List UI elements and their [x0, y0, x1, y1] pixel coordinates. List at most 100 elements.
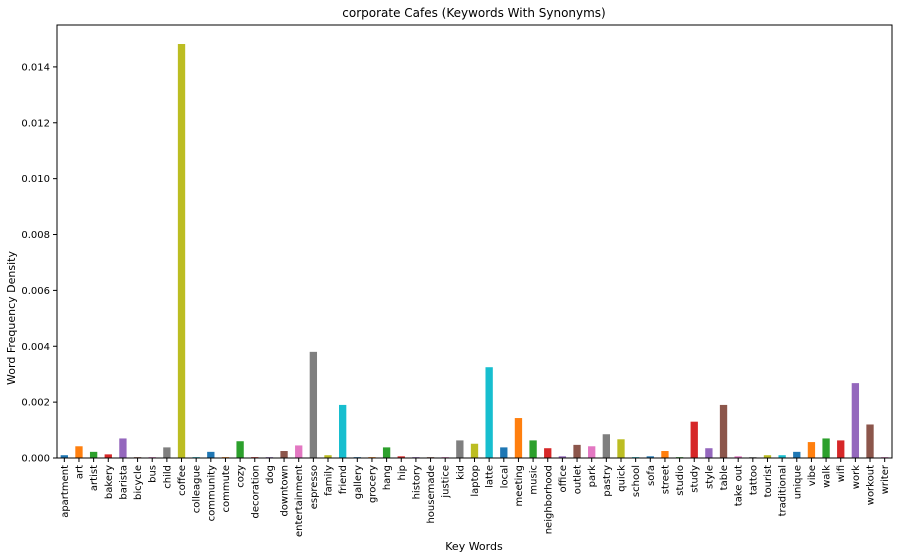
bar-hang: [382, 447, 391, 458]
y-tick-label: 0.006: [21, 286, 50, 297]
x-tick-label: cozy: [236, 465, 247, 488]
bar-espresso: [309, 351, 318, 458]
bar-walk: [822, 438, 830, 458]
x-tick-label: downtown: [280, 465, 291, 517]
x-tick-label: meeting: [514, 465, 525, 506]
bar-friend: [339, 404, 347, 458]
x-tick-label: sofa: [646, 465, 657, 486]
bar-artist: [89, 451, 98, 458]
x-tick-label: music: [529, 465, 540, 495]
x-tick-label: park: [587, 465, 598, 488]
bar-apartment: [60, 455, 68, 458]
y-axis-ticks: 0.000 0.002 0.004 0.006 0.008 0.010 0.012 0.014: [21, 62, 57, 465]
x-tick-label: bakery: [104, 465, 115, 499]
x-tick-label: apartment: [60, 465, 71, 518]
x-tick-label: writer: [880, 464, 891, 494]
x-tick-label: style: [704, 465, 715, 489]
x-tick-label: housemade: [426, 465, 437, 524]
x-tick-label: local: [499, 465, 510, 488]
x-tick-label: laptop: [470, 465, 481, 497]
bar-family: [324, 455, 332, 458]
x-tick-label: studio: [675, 465, 686, 496]
x-tick-label: decoration: [250, 465, 261, 519]
bar-kid: [456, 440, 464, 458]
bar-vibe: [807, 442, 816, 458]
x-tick-label: artist: [89, 465, 100, 491]
bar-entertainment: [295, 445, 303, 458]
x-tick-label: history: [411, 465, 422, 499]
x-tick-label: dog: [265, 465, 276, 484]
x-tick-label: neighborhood: [543, 465, 554, 534]
bar-work: [851, 383, 860, 458]
bar-park: [588, 446, 596, 458]
bar-hip: [397, 456, 405, 458]
x-tick-label: tattoo: [748, 465, 759, 495]
x-tick-label: bicycle: [133, 465, 144, 500]
x-tick-label: hip: [397, 465, 408, 480]
x-tick-label: work: [851, 465, 862, 489]
bars-group: [60, 44, 889, 458]
bar-outlet: [573, 444, 581, 458]
y-tick-label: 0.010: [21, 174, 50, 185]
x-axis-label: Key Words: [445, 540, 503, 553]
bar-art: [75, 446, 83, 458]
x-tick-label: traditional: [778, 465, 789, 516]
x-tick-label: office: [558, 465, 569, 492]
x-tick-label: vibe: [807, 465, 818, 486]
y-tick-label: 0.014: [21, 62, 50, 73]
y-axis-label: Word Frequency Density: [5, 251, 18, 385]
bar-table: [719, 404, 728, 458]
bar-cozy: [236, 441, 244, 458]
plot-frame: [56, 24, 893, 459]
x-tick-label: kid: [455, 465, 466, 480]
bar-traditional: [778, 455, 786, 458]
x-tick-label: community: [206, 465, 217, 521]
bar-community: [207, 451, 215, 458]
bar-style: [705, 448, 713, 458]
x-tick-label: walk: [822, 465, 833, 488]
bar-neighborhood: [544, 448, 552, 458]
x-tick-label: school: [631, 465, 642, 497]
x-tick-label: art: [74, 465, 85, 479]
x-tick-label: family: [324, 465, 335, 496]
x-tick-label: unique: [792, 465, 803, 499]
x-tick-label: pastry: [602, 465, 613, 497]
x-tick-label: take out: [734, 465, 745, 506]
x-tick-label: hang: [382, 465, 393, 490]
bar-office: [558, 456, 567, 458]
x-tick-label: child: [162, 465, 173, 489]
x-tick-label: latte: [485, 465, 496, 488]
bar-meeting: [514, 418, 523, 458]
x-tick-label: outlet: [573, 465, 584, 494]
bar-pastry: [602, 434, 610, 458]
x-tick-label: gallery: [353, 465, 364, 499]
x-tick-label: workout: [866, 465, 877, 505]
bar-bakery: [104, 454, 112, 458]
bar-laptop: [470, 443, 479, 458]
x-tick-label: justice: [441, 465, 452, 499]
bar-unique: [793, 451, 801, 458]
chart-title: corporate Cafes (Keywords With Synonyms): [342, 6, 605, 20]
bar-coffee: [177, 44, 186, 458]
x-tick-label: study: [690, 465, 701, 493]
bar-latte: [485, 367, 493, 458]
bar-street: [661, 451, 669, 458]
bar-study: [690, 421, 698, 458]
bar-barista: [119, 438, 127, 458]
x-tick-label: grocery: [367, 465, 378, 503]
bar-child: [163, 447, 171, 458]
x-tick-label: commute: [221, 465, 232, 513]
x-tick-label: bus: [148, 465, 159, 483]
x-tick-label: friend: [338, 465, 349, 494]
bar-downtown: [280, 451, 288, 458]
y-tick-label: 0.004: [21, 342, 50, 353]
bar-music: [529, 440, 537, 458]
x-tick-label: coffee: [177, 465, 188, 496]
x-tick-label: wifi: [836, 465, 847, 482]
x-tick-label: entertainment: [294, 465, 305, 537]
x-tick-label: espresso: [309, 465, 320, 509]
bar-sofa: [646, 456, 654, 458]
y-tick-label: 0.002: [21, 398, 50, 409]
bar-take-out: [734, 456, 742, 458]
